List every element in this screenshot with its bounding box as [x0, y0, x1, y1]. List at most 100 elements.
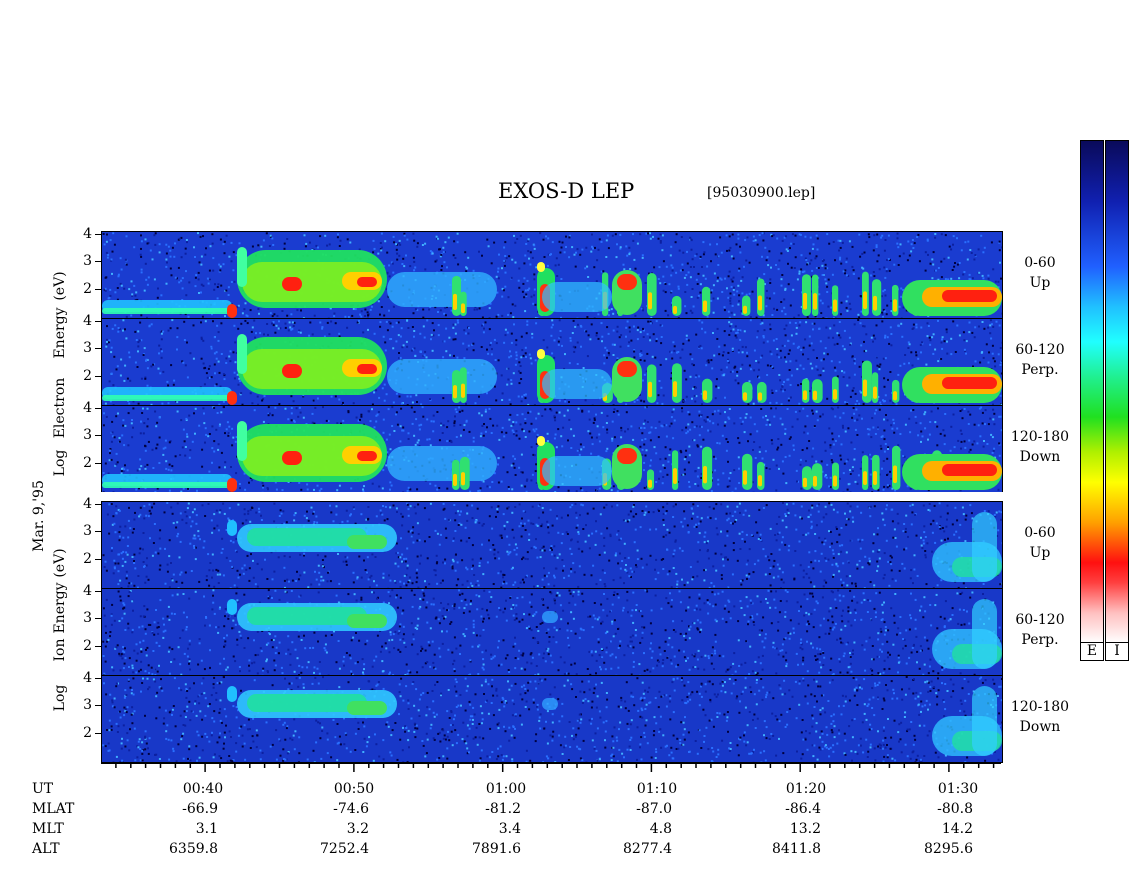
noise-pixel	[775, 401, 778, 404]
noise-pixel	[340, 422, 342, 425]
noise-pixel	[533, 454, 536, 457]
noise-pixel	[138, 339, 141, 342]
noise-pixel	[696, 505, 699, 507]
noise-pixel	[208, 365, 211, 368]
noise-pixel	[397, 321, 400, 324]
noise-pixel	[438, 248, 440, 251]
spectrum-feature	[282, 451, 302, 465]
noise-pixel	[874, 412, 876, 415]
noise-pixel	[829, 446, 832, 449]
noise-pixel	[723, 344, 726, 347]
noise-pixel	[421, 406, 424, 409]
noise-pixel	[539, 549, 542, 551]
noise-pixel	[384, 240, 387, 243]
noise-pixel	[536, 435, 538, 438]
noise-pixel	[547, 253, 550, 256]
noise-pixel	[401, 524, 404, 527]
noise-pixel	[826, 353, 829, 356]
noise-pixel	[136, 366, 139, 368]
noise-pixel	[691, 358, 694, 361]
noise-pixel	[773, 292, 776, 295]
noise-pixel	[514, 241, 517, 244]
noise-pixel	[224, 432, 226, 435]
spectrum-feature	[673, 381, 677, 398]
noise-pixel	[461, 583, 464, 586]
noise-pixel	[792, 444, 795, 447]
noise-pixel	[181, 287, 184, 290]
noise-pixel	[154, 232, 157, 235]
noise-pixel	[665, 424, 668, 427]
noise-pixel	[950, 277, 953, 280]
noise-pixel	[692, 503, 695, 506]
noise-pixel	[110, 458, 113, 461]
noise-pixel	[940, 358, 943, 360]
noise-pixel	[650, 322, 653, 325]
noise-pixel	[102, 554, 105, 557]
noise-pixel	[784, 288, 787, 291]
noise-pixel	[632, 233, 634, 236]
noise-pixel	[110, 259, 113, 262]
noise-pixel	[755, 316, 758, 318]
noise-pixel	[872, 271, 875, 273]
noise-pixel	[999, 347, 1002, 349]
noise-pixel	[308, 334, 311, 337]
noise-pixel	[412, 256, 415, 259]
noise-pixel	[524, 397, 527, 400]
noise-pixel	[211, 461, 213, 464]
noise-pixel	[541, 507, 544, 509]
noise-pixel	[180, 236, 183, 239]
noise-pixel	[839, 454, 842, 457]
noise-pixel	[194, 537, 197, 540]
noise-pixel	[907, 341, 910, 344]
noise-pixel	[732, 276, 735, 279]
noise-pixel	[814, 257, 817, 260]
noise-pixel	[858, 316, 861, 318]
noise-pixel	[212, 269, 215, 272]
noise-pixel	[933, 504, 936, 507]
noise-pixel	[503, 264, 506, 267]
noise-pixel	[981, 274, 984, 277]
noise-pixel	[142, 432, 145, 435]
noise-pixel	[557, 340, 560, 343]
noise-pixel	[880, 436, 883, 438]
noise-pixel	[934, 541, 937, 544]
noise-pixel	[378, 485, 381, 488]
noise-pixel	[452, 254, 455, 257]
noise-pixel	[805, 321, 808, 324]
noise-pixel	[620, 426, 623, 429]
noise-pixel	[853, 359, 856, 362]
noise-pixel	[707, 359, 710, 362]
noise-pixel	[710, 359, 713, 362]
noise-pixel	[119, 282, 122, 285]
noise-pixel	[228, 255, 231, 258]
noise-pixel	[219, 423, 221, 426]
noise-pixel	[884, 357, 887, 360]
noise-pixel	[838, 570, 841, 573]
noise-pixel	[243, 513, 246, 516]
noise-pixel	[534, 303, 537, 306]
noise-pixel	[140, 234, 142, 237]
noise-pixel	[856, 400, 859, 402]
noise-pixel	[673, 345, 676, 348]
spectrum-feature	[673, 468, 677, 485]
noise-pixel	[778, 259, 781, 262]
noise-pixel	[447, 236, 450, 239]
noise-pixel	[436, 411, 439, 413]
noise-pixel	[825, 581, 828, 584]
noise-pixel	[815, 317, 818, 318]
noise-pixel	[808, 440, 811, 442]
noise-pixel	[967, 240, 970, 243]
noise-pixel	[229, 360, 232, 363]
noise-pixel	[515, 430, 518, 433]
noise-pixel	[147, 578, 150, 581]
noise-pixel	[824, 267, 827, 270]
noise-pixel	[649, 464, 652, 467]
noise-pixel	[230, 466, 232, 468]
noise-pixel	[741, 351, 744, 354]
noise-pixel	[904, 354, 907, 356]
noise-pixel	[601, 340, 603, 343]
noise-pixel	[822, 367, 825, 370]
noise-pixel	[441, 432, 444, 434]
noise-pixel	[968, 278, 971, 281]
noise-pixel	[815, 460, 818, 463]
